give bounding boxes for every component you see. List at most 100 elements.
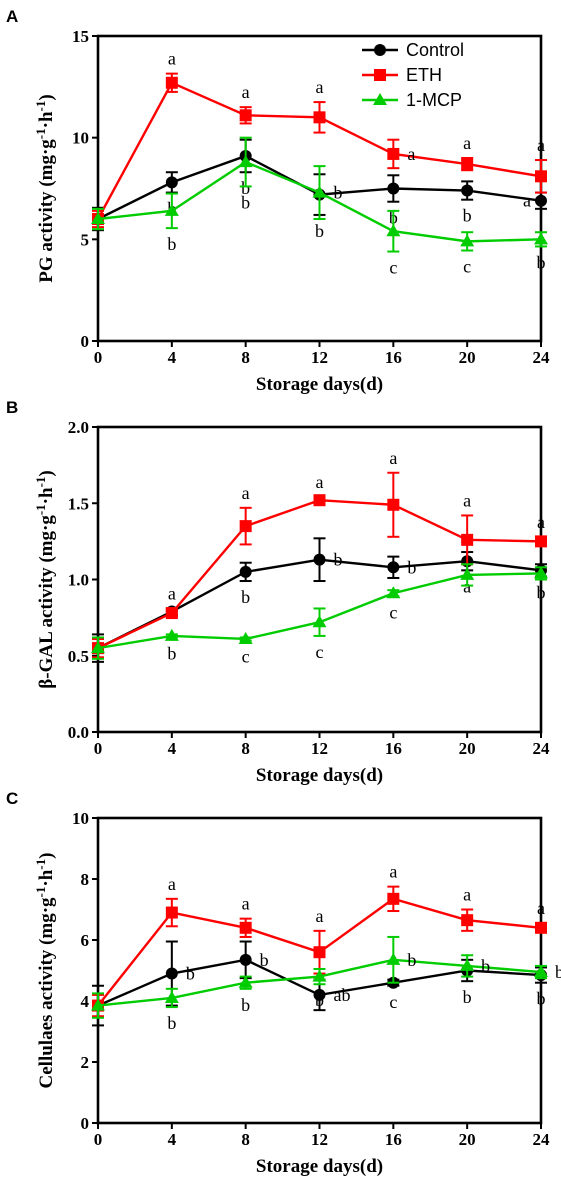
x-tick-label: 4 (168, 739, 177, 758)
significance-letter: b (481, 956, 490, 976)
data-point (91, 641, 105, 654)
data-point (239, 109, 252, 122)
panel-label: B (6, 398, 18, 417)
significance-letter: b (167, 643, 176, 663)
data-point (386, 586, 401, 599)
x-tick-label: 12 (311, 348, 328, 367)
y-axis-label-sup: -1 (33, 504, 48, 515)
data-point (461, 184, 474, 197)
y-axis-label-sup: -1 (33, 887, 48, 898)
data-point (313, 494, 326, 507)
x-tick-label: 20 (459, 348, 476, 367)
legend-marker (374, 69, 386, 81)
x-tick-label: 12 (311, 1130, 328, 1149)
significance-letter: b (186, 964, 195, 984)
y-tick-label: 0 (81, 1114, 90, 1133)
data-point (91, 998, 105, 1011)
significance-letter: b (463, 206, 472, 226)
data-point (312, 969, 327, 982)
data-point (313, 111, 326, 124)
data-point (238, 975, 253, 988)
data-point (535, 535, 547, 548)
x-axis-label: Storage days(d) (256, 765, 383, 786)
legend-label: Control (406, 40, 464, 60)
data-point (387, 561, 400, 574)
data-point (239, 953, 252, 966)
y-axis-label-sup: -1 (33, 101, 48, 112)
data-point (165, 607, 178, 620)
x-tick-label: 24 (533, 348, 551, 367)
significance-letter: b (260, 950, 269, 970)
series-eth: a a a a a (92, 448, 547, 659)
data-point (387, 182, 400, 195)
y-axis-label-mid: ·h (36, 111, 57, 128)
significance-letter: c (316, 642, 324, 662)
y-tick-label: 1.5 (68, 494, 89, 513)
significance-letter: a (537, 135, 545, 155)
x-tick-label: 24 (533, 739, 551, 758)
y-axis-label-sup: -1 (33, 859, 48, 870)
significance-letter: a (537, 512, 545, 532)
y-axis-label-mid: ·h (36, 487, 57, 504)
significance-letter: b (167, 234, 176, 254)
y-axis-label-close: ) (36, 470, 57, 476)
series-1-mcp: b c c c (91, 563, 548, 667)
x-tick-label: 20 (459, 1130, 476, 1149)
data-point (387, 892, 400, 905)
significance-letter: a (463, 885, 471, 905)
data-point (238, 155, 253, 168)
data-point (387, 147, 400, 160)
data-point (165, 906, 178, 919)
data-point (386, 224, 401, 237)
x-tick-label: 8 (241, 739, 250, 758)
y-tick-label: 5 (81, 230, 90, 249)
series-1-mcp: bb bc c b (91, 136, 548, 278)
significance-letter: a (389, 448, 397, 468)
significance-letter: a (463, 133, 471, 153)
data-point (461, 158, 474, 171)
significance-letter: a (242, 894, 250, 914)
y-tick-label: 2 (81, 1053, 90, 1072)
significance-letter: a (316, 906, 324, 926)
y-axis-label-main: PG activity (mg·g (36, 139, 57, 283)
data-point (387, 498, 400, 511)
data-point (313, 988, 326, 1001)
data-point (238, 631, 253, 644)
significance-letter: a (168, 583, 176, 603)
significance-letter: a (242, 82, 250, 102)
x-tick-label: 16 (385, 1130, 402, 1149)
data-point (460, 958, 475, 971)
significance-letter: a (242, 483, 250, 503)
data-point (534, 566, 548, 579)
y-axis-label-mid: ·h (36, 869, 57, 886)
significance-letter: b (334, 550, 343, 570)
x-tick-label: 0 (94, 348, 103, 367)
x-tick-label: 4 (168, 348, 177, 367)
significance-letter: c (463, 257, 471, 277)
x-tick-label: 4 (168, 1130, 177, 1149)
significance-letter: b (167, 1013, 176, 1033)
x-tick-label: 16 (385, 348, 402, 367)
data-point (312, 615, 327, 628)
significance-letter: b (241, 995, 250, 1015)
panel-b: B 0 4 8 12 16 20 24 0.0 0.5 1.0 1.5 2.0 Storage days(… (6, 398, 550, 786)
data-point (239, 520, 252, 533)
data-point (535, 921, 547, 934)
y-tick-label: 6 (81, 931, 90, 950)
significance-letter: b (555, 962, 561, 982)
significance-letter: b (241, 587, 250, 607)
data-point (534, 232, 548, 245)
x-tick-label: 0 (94, 1130, 103, 1149)
significance-letter: b (537, 582, 546, 602)
y-axis-label-close: ) (36, 94, 57, 100)
significance-letter: a (316, 472, 324, 492)
legend: Control ETH 1-MCP (362, 40, 464, 110)
legend-marker (374, 44, 386, 56)
y-tick-label: 8 (81, 870, 90, 889)
series-1-mcp: bb bb b b (91, 935, 561, 1033)
significance-letter: c (242, 647, 250, 667)
legend-marker (373, 93, 387, 105)
data-point (91, 212, 105, 224)
significance-letter: b (463, 987, 472, 1007)
